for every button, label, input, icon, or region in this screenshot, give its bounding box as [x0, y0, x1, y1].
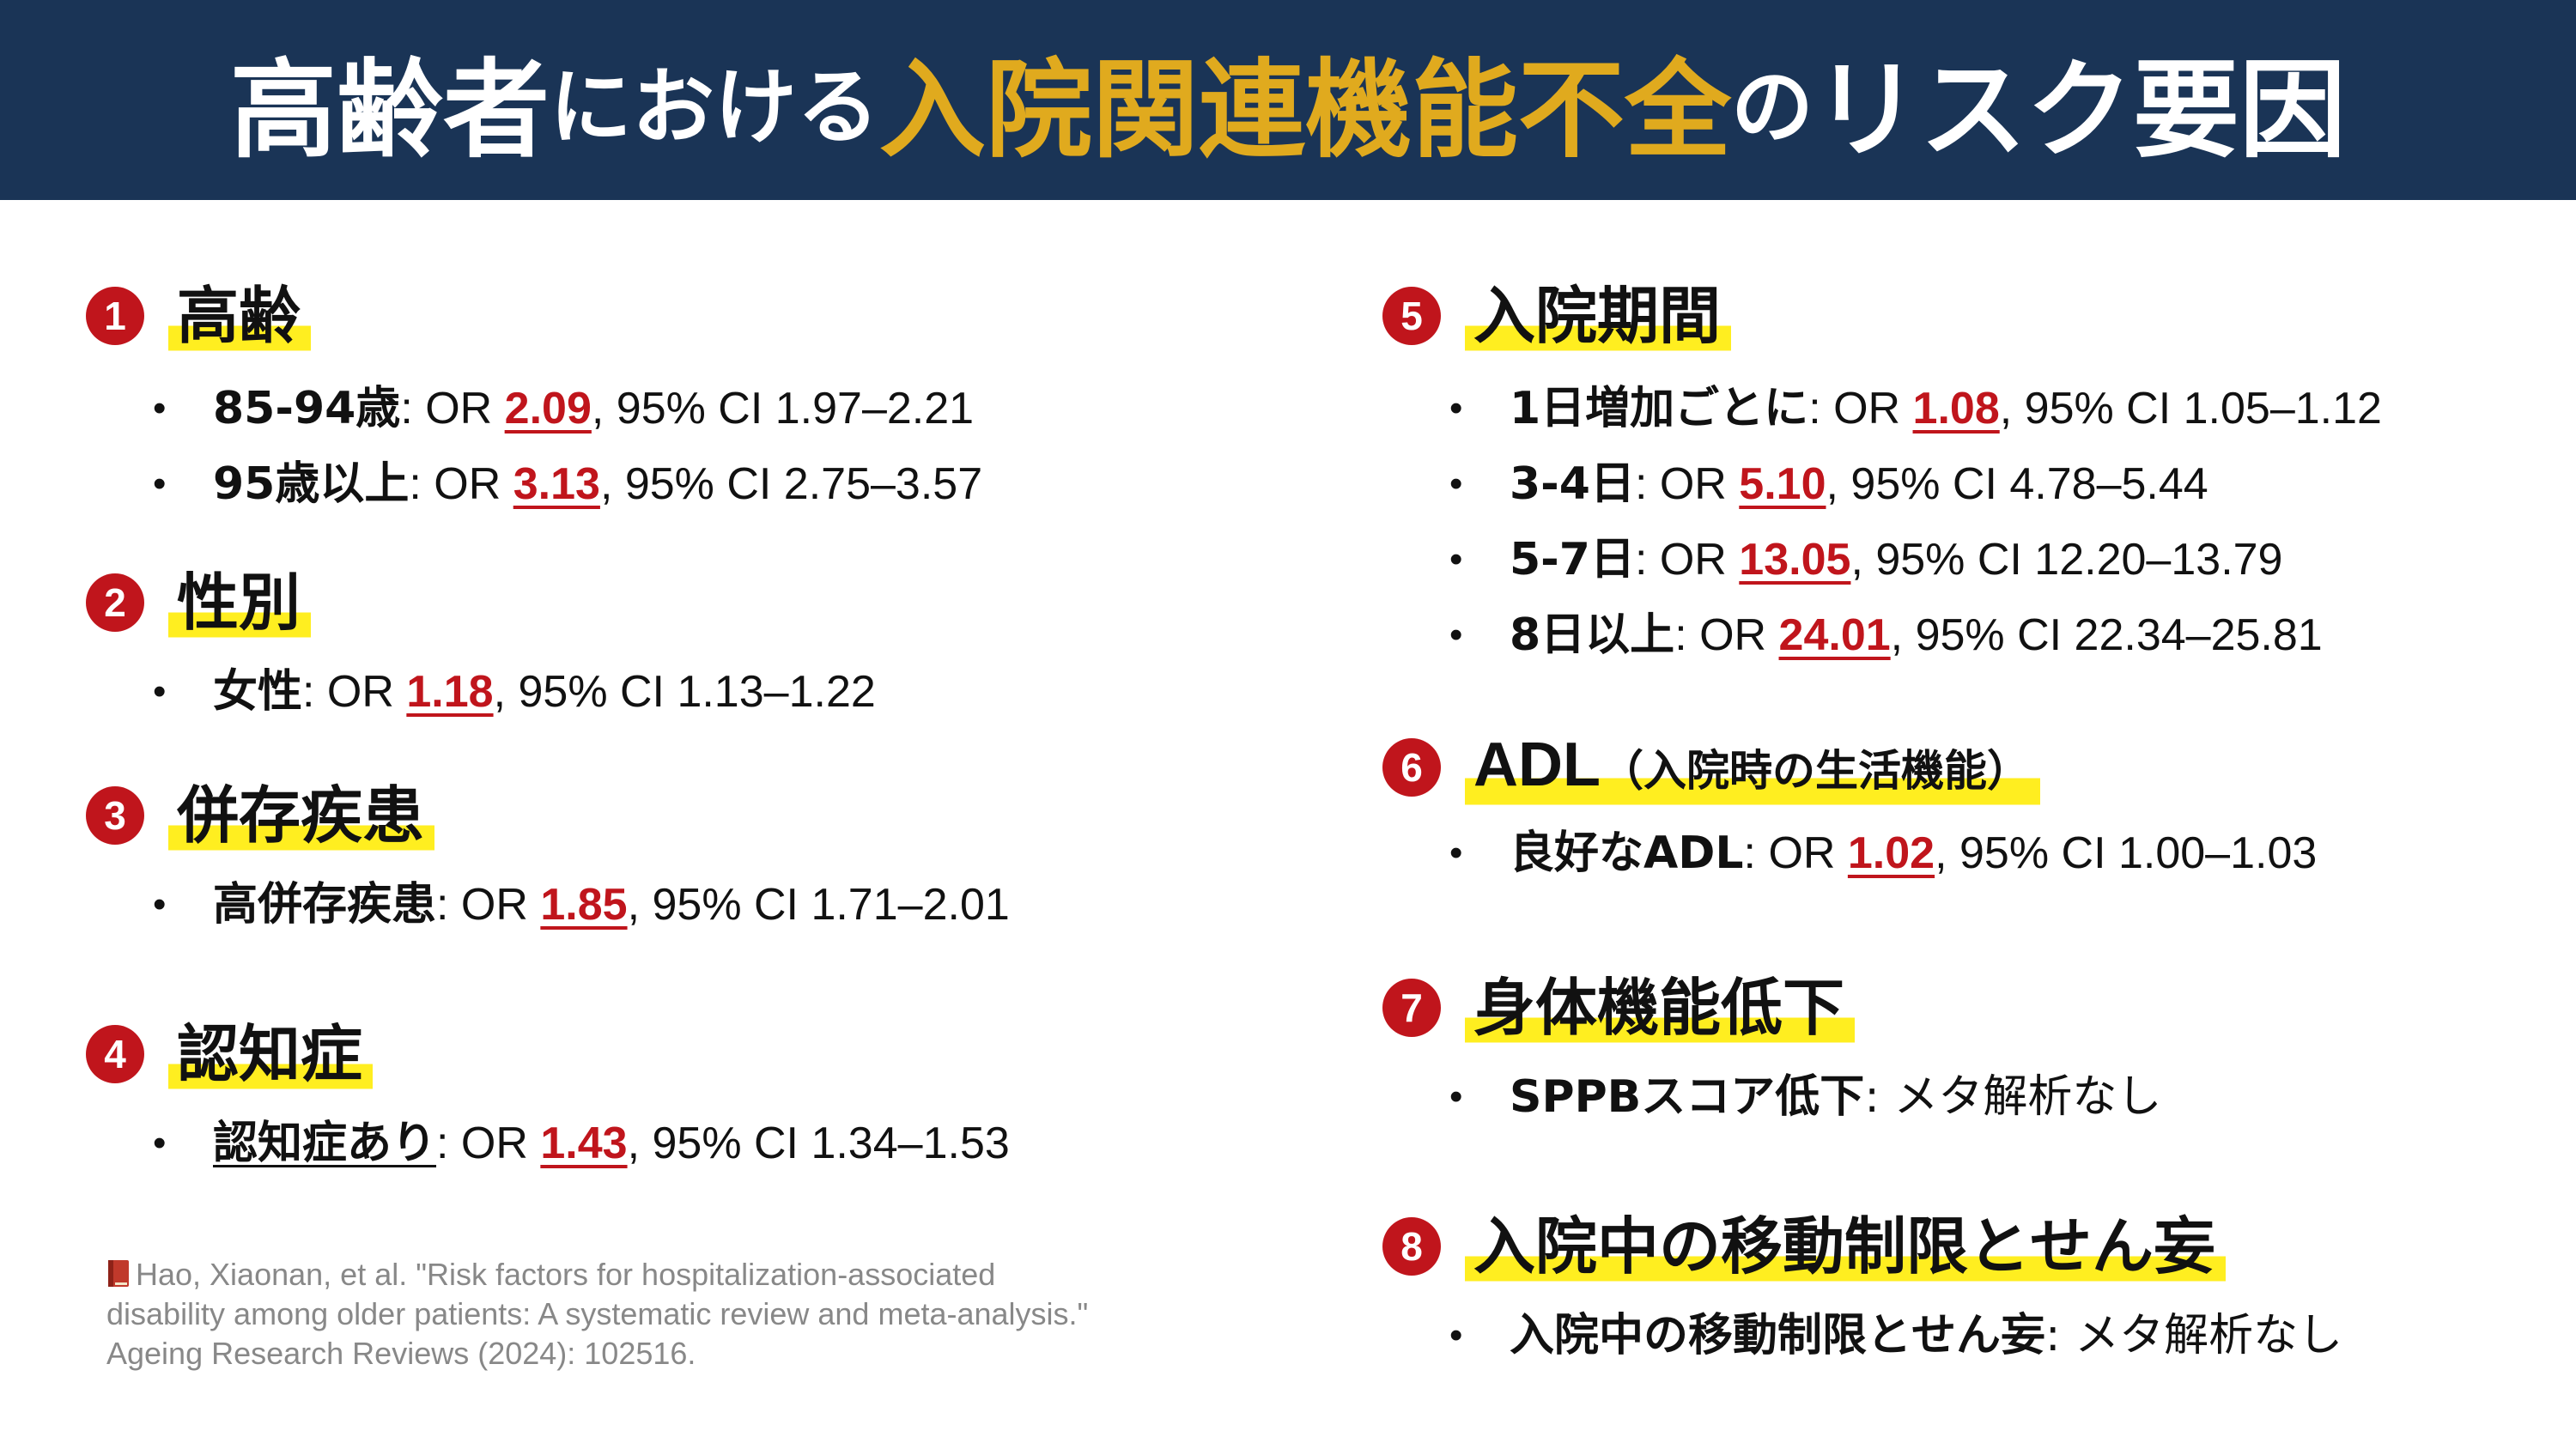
- risk-factor-sex: 2 性別 女性: OR 1.18, 95% CI 1.13–1.22: [86, 560, 876, 730]
- list-item: 8日以上: OR 24.01, 95% CI 22.34–25.81: [1449, 597, 2382, 673]
- or-value: 24.01: [1778, 610, 1891, 660]
- or-prefix: : OR: [1634, 459, 1740, 509]
- risk-factor-dementia: 4 認知症 認知症あり: OR 1.43, 95% CI 1.34–1.53: [86, 1011, 1010, 1181]
- number-badge: 7: [1382, 979, 1441, 1037]
- number-badge: 5: [1382, 287, 1441, 345]
- or-value: 5.10: [1739, 459, 1826, 509]
- or-value: 1.08: [1912, 384, 2000, 433]
- list-item: 女性: OR 1.18, 95% CI 1.13–1.22: [153, 654, 876, 730]
- citation-line-3: Ageing Research Reviews (2024): 102516.: [106, 1336, 696, 1371]
- item-label: 85-94歳: [213, 383, 401, 434]
- risk-factor-comorbidity: 3 併存疾患 高併存疾患: OR 1.85, 95% CI 1.71–2.01: [86, 773, 1010, 943]
- section-heading: 併存疾患: [168, 774, 435, 857]
- number-badge: 6: [1382, 738, 1441, 797]
- list-item: 1日増加ごとに: OR 1.08, 95% CI 1.05–1.12: [1449, 371, 2382, 446]
- item-label: 認知症あり: [213, 1118, 437, 1169]
- or-value: 2.09: [504, 384, 592, 433]
- or-prefix: : OR: [436, 880, 541, 930]
- ci-text: , 95% CI 2.75–3.57: [599, 459, 983, 509]
- or-value: 1.02: [1847, 828, 1935, 878]
- item-label: 女性: [213, 666, 303, 718]
- or-value: 1.18: [406, 667, 494, 717]
- ci-text: , 95% CI 1.13–1.22: [493, 667, 876, 717]
- or-value: 3.13: [513, 459, 600, 509]
- section-heading: 身体機能低下: [1465, 967, 1856, 1049]
- item-label: 8日以上: [1510, 609, 1675, 661]
- number-badge: 8: [1382, 1217, 1441, 1276]
- or-prefix: : OR: [1808, 384, 1913, 433]
- item-label: 95歳以上: [213, 458, 410, 510]
- or-prefix: : OR: [436, 1119, 541, 1168]
- number-badge: 3: [86, 786, 144, 845]
- book-icon: [106, 1258, 131, 1288]
- item-label: 高併存疾患: [213, 879, 437, 931]
- number-badge: 1: [86, 287, 144, 345]
- section-heading: 高齢: [168, 275, 312, 357]
- ci-text: , 95% CI 1.05–1.12: [1999, 384, 2382, 433]
- heading-sub: （入院時の生活機能）: [1600, 746, 2030, 796]
- item-label: 3-4日: [1510, 458, 1635, 510]
- section-heading: 認知症: [168, 1013, 374, 1095]
- or-prefix: : OR: [1634, 535, 1740, 585]
- list-item: 95歳以上: OR 3.13, 95% CI 2.75–3.57: [153, 446, 982, 522]
- title-part-2: における: [549, 59, 879, 155]
- list-item: 3-4日: OR 5.10, 95% CI 4.78–5.44: [1449, 446, 2382, 522]
- citation: Hao, Xiaonan, et al. "Risk factors for h…: [106, 1255, 1088, 1373]
- or-value: 1.85: [540, 880, 628, 930]
- risk-factor-adl: 6 ADL（入院時の生活機能） 良好なADL: OR 1.02, 95% CI …: [1382, 723, 2317, 891]
- or-prefix: : OR: [409, 459, 513, 509]
- title-bar: 高齢者 における 入院関連機能不全 の リスク要因: [0, 0, 2576, 200]
- ci-text: , 95% CI 22.34–25.81: [1890, 610, 2323, 660]
- item-label: 良好なADL: [1510, 828, 1744, 879]
- item-note: : メタ解析なし: [1864, 1071, 2162, 1123]
- ci-text: , 95% CI 1.97–2.21: [591, 384, 975, 433]
- citation-line-1: Hao, Xiaonan, et al. "Risk factors for h…: [136, 1257, 996, 1292]
- item-label: 入院中の移動制限とせん妄: [1510, 1310, 2046, 1361]
- ci-text: , 95% CI 12.20–13.79: [1850, 535, 2283, 585]
- ci-text: , 95% CI 1.71–2.01: [627, 880, 1010, 930]
- number-badge: 2: [86, 573, 144, 632]
- or-value: 1.43: [540, 1119, 628, 1168]
- risk-factor-mobility-delirium: 8 入院中の移動制限とせん妄 入院中の移動制限とせん妄: メタ解析なし: [1382, 1203, 2342, 1373]
- title-part-1: 高齢者: [229, 48, 550, 173]
- item-label: SPPBスコア低下: [1510, 1071, 1865, 1123]
- ci-text: , 95% CI 1.00–1.03: [1935, 828, 2318, 878]
- section-heading: 入院中の移動制限とせん妄: [1465, 1205, 2227, 1288]
- risk-factor-physical-decline: 7 身体機能低下 SPPBスコア低下: メタ解析なし: [1382, 965, 2161, 1135]
- or-prefix: : OR: [1743, 828, 1848, 878]
- title-part-3: 入院関連機能不全: [878, 48, 1731, 173]
- risk-factor-age: 1 高齢 85-94歳: OR 2.09, 95% CI 1.97–2.21 9…: [86, 273, 982, 522]
- or-value: 13.05: [1739, 535, 1851, 585]
- title-part-4: の: [1731, 59, 1814, 155]
- list-item: 85-94歳: OR 2.09, 95% CI 1.97–2.21: [153, 371, 982, 446]
- list-item: 5-7日: OR 13.05, 95% CI 12.20–13.79: [1449, 522, 2382, 597]
- item-note: : メタ解析なし: [2045, 1310, 2343, 1361]
- list-item: 良好なADL: OR 1.02, 95% CI 1.00–1.03: [1449, 815, 2317, 891]
- list-item: 認知症あり: OR 1.43, 95% CI 1.34–1.53: [153, 1106, 1010, 1181]
- or-prefix: : OR: [1674, 610, 1779, 660]
- number-badge: 4: [86, 1025, 144, 1083]
- section-heading: ADL（入院時の生活機能）: [1465, 723, 2040, 812]
- list-item: SPPBスコア低下: メタ解析なし: [1449, 1059, 2161, 1135]
- item-label: 1日増加ごとに: [1510, 383, 1809, 434]
- item-label: 5-7日: [1510, 534, 1635, 585]
- list-item: 高併存疾患: OR 1.85, 95% CI 1.71–2.01: [153, 867, 1010, 943]
- section-heading: 性別: [168, 561, 312, 644]
- or-prefix: : OR: [302, 667, 407, 717]
- heading-main: ADL: [1473, 731, 1601, 799]
- citation-line-2: disability among older patients: A syste…: [106, 1296, 1089, 1331]
- ci-text: , 95% CI 1.34–1.53: [627, 1119, 1010, 1168]
- list-item: 入院中の移動制限とせん妄: メタ解析なし: [1449, 1298, 2342, 1373]
- title-part-5: リスク要因: [1814, 48, 2347, 173]
- risk-factor-length-of-stay: 5 入院期間 1日増加ごとに: OR 1.08, 95% CI 1.05–1.1…: [1382, 273, 2382, 673]
- section-heading: 入院期間: [1465, 275, 1732, 357]
- ci-text: , 95% CI 4.78–5.44: [1826, 459, 2208, 509]
- or-prefix: : OR: [400, 384, 505, 433]
